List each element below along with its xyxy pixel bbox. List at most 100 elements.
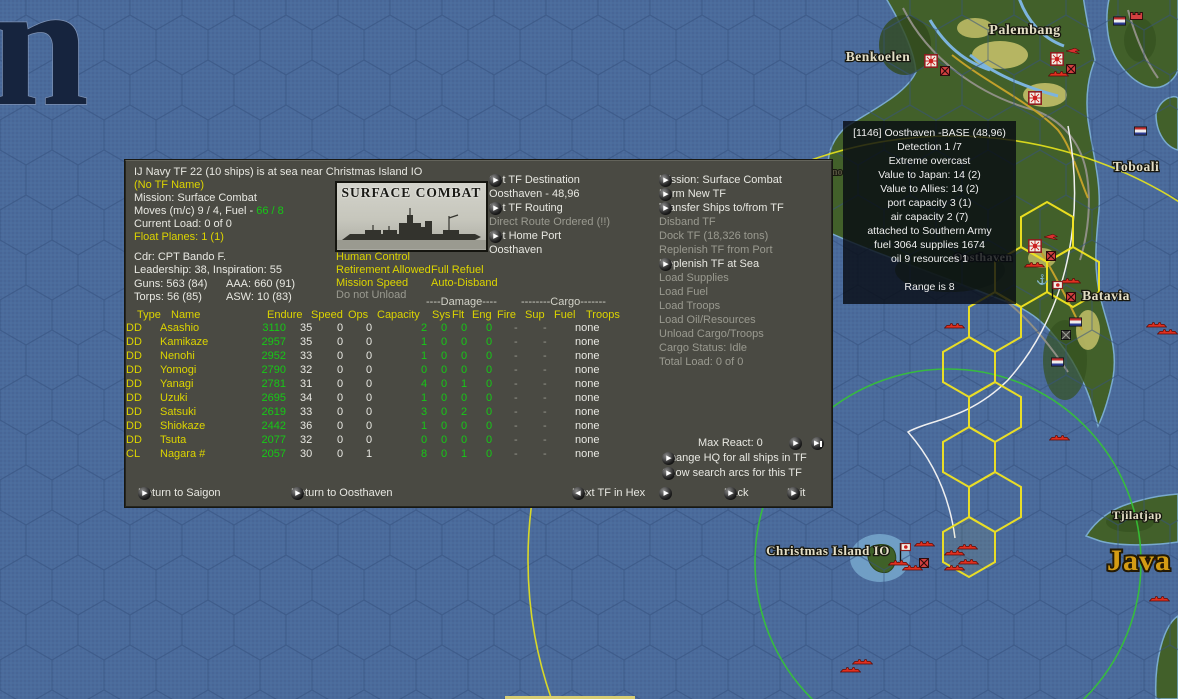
tf-torps: Torps: 56 (85) xyxy=(134,291,202,303)
map-label-batavia: Batavia xyxy=(1082,288,1130,303)
change-hq-button[interactable]: Change HQ for all ships in TF xyxy=(662,451,807,465)
tooltip-lines: Detection 1 /7 Extreme overcast Value to J… xyxy=(843,140,1016,266)
action-arrow-icon[interactable] xyxy=(489,201,502,215)
show-search-arcs-button[interactable]: Show search arcs for this TF xyxy=(662,466,802,480)
map-label-tjilatjap: Tjilatjap xyxy=(1112,508,1162,522)
nl-flag-icon[interactable] xyxy=(1069,317,1082,327)
ship-row[interactable]: DD Kamikaze 2957 35 0 0 1 0 0 0 - - none xyxy=(126,336,600,348)
tf-name[interactable]: (No TF Name) xyxy=(134,179,205,191)
menu-item[interactable]: Set TF Destination xyxy=(489,173,654,187)
ship-row[interactable]: CL Nagara # 2057 30 0 1 8 0 1 0 - - none xyxy=(126,448,600,460)
tf-commander[interactable]: Cdr: CPT Bando F. xyxy=(134,251,227,263)
flag-auto-disband[interactable]: Auto-Disband xyxy=(431,277,498,289)
unit-icon[interactable] xyxy=(1066,64,1076,74)
ship-row[interactable]: DD Yomogi 2790 32 0 0 0 0 0 0 - - none xyxy=(126,364,600,376)
tooltip-line: air capacity 2 (7) xyxy=(890,211,969,223)
action-arrow-icon[interactable] xyxy=(291,486,304,500)
tooltip-line: oil 9 resources 1 xyxy=(890,253,969,265)
menu-item: Load Fuel xyxy=(659,286,708,298)
unit-icon[interactable] xyxy=(1066,292,1076,302)
fuel-value: 66 / 8 xyxy=(256,205,284,217)
nl-flag-icon[interactable] xyxy=(1051,357,1064,367)
next-tf-icon[interactable] xyxy=(659,486,673,500)
back-button[interactable]: Back xyxy=(724,486,748,500)
tooltip-line: Value to Allies: 14 (2) xyxy=(880,183,979,195)
action-arrow-icon[interactable] xyxy=(659,201,672,215)
flag-do-not-unload[interactable]: Do not Unload xyxy=(336,289,407,301)
unit-icon[interactable] xyxy=(1061,330,1071,340)
menu-item[interactable]: Replenish TF at Sea xyxy=(659,257,829,271)
menu-item[interactable]: Transfer Ships to/from TF xyxy=(659,201,829,215)
menu-item[interactable]: Form New TF xyxy=(659,187,829,201)
jp-base-icon[interactable] xyxy=(1050,52,1064,66)
tooltip-line: fuel 3064 supplies 1674 xyxy=(874,239,985,251)
tooltip-line: port capacity 3 (1) xyxy=(887,197,972,209)
ship-row[interactable]: DD Yanagi 2781 31 0 0 4 0 1 0 - - none xyxy=(126,378,600,390)
action-arrow-icon[interactable] xyxy=(659,173,672,187)
tf-class-image: SURFACE COMBAT xyxy=(335,181,488,252)
tooltip-line: Extreme overcast xyxy=(888,155,971,167)
react-max-icon[interactable] xyxy=(811,437,824,450)
tf-title: IJ Navy TF 22 (10 ships) is at sea near … xyxy=(134,166,423,178)
action-arrow-icon[interactable] xyxy=(787,486,800,500)
jp-base-icon[interactable] xyxy=(1028,91,1042,105)
task-force-panel: IJ Navy TF 22 (10 ships) is at sea near … xyxy=(125,160,832,507)
nl-flag-icon[interactable] xyxy=(1134,126,1147,136)
menu-item[interactable]: Set TF Routing xyxy=(489,201,654,215)
nl-flag-icon[interactable] xyxy=(1113,16,1126,26)
react-increase-icon[interactable] xyxy=(789,437,802,450)
flag-full-refuel[interactable]: Full Refuel xyxy=(431,264,484,276)
ship-row[interactable]: DD Uzuki 2695 34 0 0 1 0 0 0 - - none xyxy=(126,392,600,404)
action-arrow-icon[interactable] xyxy=(724,486,737,500)
unit-icon[interactable] xyxy=(1046,251,1056,261)
ship-row[interactable]: DD Tsuta 2077 32 0 0 0 0 0 0 - - none xyxy=(126,434,600,446)
tf-moves: Moves (m/c) 9 / 4, Fuel - 66 / 8 xyxy=(134,205,284,217)
map-label-java: Java xyxy=(1107,544,1171,577)
tooltip-title: [1146] Oosthaven -BASE (48,96) xyxy=(853,127,1006,139)
menu-item: Dock TF (18,326 tons) xyxy=(659,230,769,242)
tf-aaa: AAA: 660 (91) xyxy=(226,278,296,290)
action-arrow-icon[interactable] xyxy=(138,486,151,500)
menu-item: Load Oil/Resources xyxy=(659,314,756,326)
flag-mission-speed[interactable]: Mission Speed xyxy=(336,277,409,289)
ship-row[interactable]: DD Shiokaze 2442 36 0 0 1 0 0 0 - - none xyxy=(126,420,600,432)
tf-current-load: Current Load: 0 of 0 xyxy=(134,218,232,230)
menu-item[interactable]: Mission: Surface Combat xyxy=(659,173,829,187)
action-arrow-icon[interactable] xyxy=(659,257,672,271)
next-tf-in-hex-control[interactable]: Next TF in Hex xyxy=(572,486,673,500)
range-ring-inner xyxy=(754,368,1142,699)
cargo-group-header: --------Cargo------- xyxy=(521,296,606,308)
menu-item: Disband TF xyxy=(659,216,716,228)
unit-icon[interactable] xyxy=(940,66,950,76)
ship-row[interactable]: DD Nenohi 2952 33 0 0 1 0 0 0 - - none xyxy=(126,350,600,362)
tf-guns: Guns: 563 (84) xyxy=(134,278,208,290)
flag-human-control[interactable]: Human Control xyxy=(336,251,410,263)
action-arrow-icon[interactable] xyxy=(659,187,672,201)
map-label-toboali: Toboali xyxy=(1113,159,1160,174)
battleship-silhouette xyxy=(337,208,486,249)
tf-asw: ASW: 10 (83) xyxy=(226,291,292,303)
ship-row[interactable]: DD Asashio 3110 35 0 0 2 0 0 0 - - none xyxy=(126,322,600,334)
action-arrow-icon[interactable] xyxy=(662,451,675,465)
jp-base-icon[interactable] xyxy=(1028,239,1042,253)
action-arrow-icon[interactable] xyxy=(489,173,502,187)
jp-base-icon[interactable] xyxy=(924,54,938,68)
tooltip-line: Detection 1 /7 xyxy=(897,141,962,153)
anchor-icon: ⚓ xyxy=(1036,273,1048,286)
menu-item: Replenish TF from Port xyxy=(659,244,773,256)
menu-item: Direct Route Ordered (!!) xyxy=(489,216,611,228)
map-label-benkoelen: Benkoelen xyxy=(846,49,911,64)
flag-retirement[interactable]: Retirement Allowed xyxy=(336,264,431,276)
exit-button[interactable]: Exit xyxy=(787,486,805,500)
unit-icon[interactable] xyxy=(919,558,929,568)
menu-item: Load Supplies xyxy=(659,272,729,284)
return-to-oosthaven-button[interactable]: Return to Oosthaven xyxy=(291,486,393,500)
max-react-label: Max React: 0 xyxy=(698,437,763,449)
previous-tf-icon[interactable] xyxy=(572,486,585,500)
fort-icon[interactable] xyxy=(1130,12,1143,20)
ship-row[interactable]: DD Satsuki 2619 33 0 0 3 0 2 0 - - none xyxy=(126,406,600,418)
action-arrow-icon[interactable] xyxy=(489,229,502,243)
return-to-saigon-button[interactable]: Return to Saigon xyxy=(138,486,221,500)
menu-item[interactable]: Set Home Port xyxy=(489,229,654,243)
action-arrow-icon[interactable] xyxy=(662,466,675,480)
